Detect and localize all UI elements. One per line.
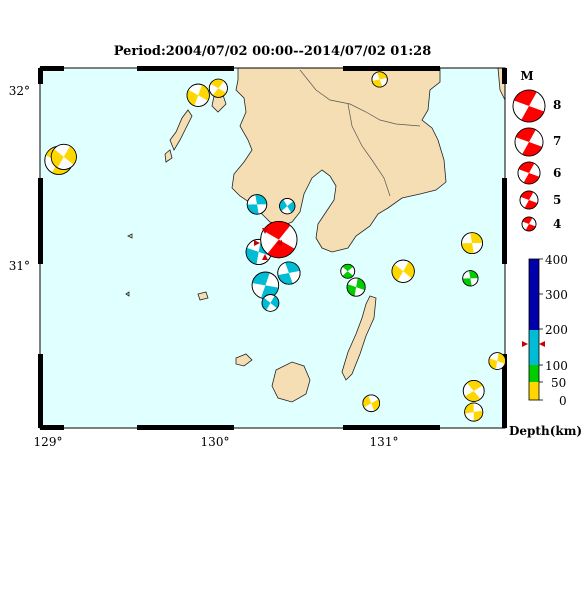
lat-label-31: 31° — [9, 259, 30, 273]
event-marker — [279, 198, 296, 215]
depth-tick-400: 400 — [545, 253, 568, 267]
map-title: Period:2004/07/02 00:00--2014/07/02 01:2… — [113, 44, 432, 59]
koshiki-islands — [169, 109, 193, 151]
magnitude-legend: M 8 7 6 5 4 — [512, 69, 561, 232]
magnitude-legend-ball — [521, 216, 537, 232]
mag-legend-5: 5 — [553, 193, 561, 207]
yakushima-island — [271, 361, 311, 403]
main-event-triangles — [254, 228, 282, 260]
event-marker — [464, 402, 484, 422]
depth-tick-200: 200 — [545, 323, 568, 337]
prefecture-borders — [299, 69, 421, 197]
event-markers — [44, 71, 505, 422]
depth-tick-0: 0 — [559, 394, 567, 408]
event-marker — [277, 261, 301, 285]
magnitude-legend-ball — [519, 190, 539, 210]
map-frame — [38, 66, 507, 430]
magnitude-legend-title: M — [520, 69, 533, 83]
mag-legend-8: 8 — [553, 98, 561, 112]
event-marker — [391, 259, 415, 283]
depth-tick-300: 300 — [545, 288, 568, 302]
event-marker — [246, 194, 268, 215]
event-marker — [362, 394, 381, 413]
event-marker — [488, 352, 505, 370]
tanegashima-island — [341, 295, 377, 381]
event-marker — [461, 232, 483, 255]
lon-label-130: 130° — [201, 435, 230, 449]
magnitude-legend-ball — [512, 89, 546, 123]
event-marker — [50, 143, 77, 170]
event-marker — [208, 78, 228, 98]
lat-label-32: 32° — [9, 84, 30, 98]
lon-label-129: 129° — [34, 435, 63, 449]
event-marker — [186, 83, 210, 107]
mag-legend-6: 6 — [553, 166, 561, 180]
depth-legend-label: Depth(km) — [509, 424, 582, 438]
event-marker — [346, 277, 366, 297]
magnitude-legend-ball — [514, 127, 544, 157]
event-marker — [462, 380, 485, 402]
event-marker — [340, 263, 356, 279]
event-marker — [462, 270, 479, 287]
depth-tick-100: 100 — [545, 359, 568, 373]
event-marker — [251, 271, 280, 300]
event-marker — [261, 294, 280, 312]
magnitude-legend-ball — [517, 161, 541, 185]
lon-label-131: 131° — [370, 435, 399, 449]
mag-legend-7: 7 — [553, 134, 561, 148]
mag-legend-4: 4 — [553, 217, 561, 231]
event-marker — [260, 221, 298, 259]
event-marker — [371, 71, 388, 88]
depth-tick-50: 50 — [551, 376, 566, 390]
depth-legend: 400 300 200 100 50 0 Depth(km) — [509, 253, 582, 438]
